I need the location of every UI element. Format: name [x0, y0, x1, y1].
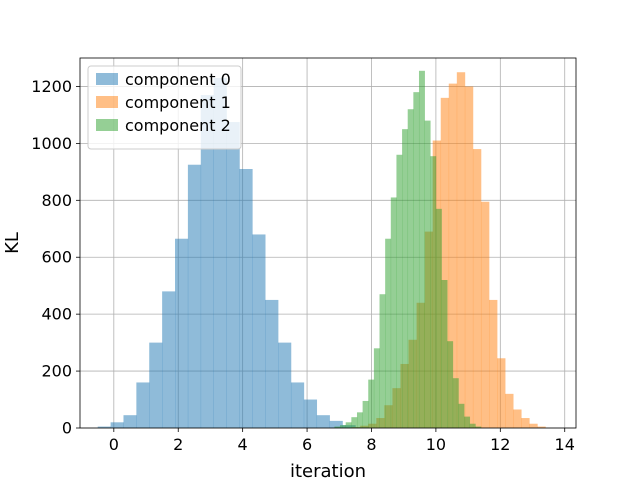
legend-box [87, 65, 242, 150]
histogram-bar [464, 416, 471, 428]
histogram-bar [529, 423, 538, 428]
legend-swatch [96, 73, 118, 85]
histogram-bar [149, 342, 163, 428]
histogram-bar [340, 425, 347, 428]
series-0-bars [97, 77, 369, 429]
histogram-bar [413, 92, 420, 429]
x-tick-label: 2 [173, 435, 183, 454]
histogram-bar [480, 201, 490, 428]
histogram-bar [448, 83, 458, 428]
histogram-bars [97, 70, 546, 429]
y-tick-label: 400 [41, 305, 72, 324]
histogram-bar [379, 294, 386, 428]
histogram-bar [373, 348, 380, 428]
y-axis-label: KL [2, 232, 23, 254]
legend-swatch [96, 119, 118, 131]
histogram-bar [334, 426, 341, 428]
x-tick-label: 10 [426, 435, 446, 454]
histogram-bar [213, 77, 227, 428]
x-tick-label: 4 [238, 435, 248, 454]
y-tick-label: 200 [41, 362, 72, 381]
histogram-bar [464, 86, 474, 428]
histogram-bar [402, 129, 409, 428]
histogram-bar [390, 197, 397, 428]
histogram-bar [290, 382, 305, 428]
histogram-bar [396, 154, 403, 428]
y-tick-label: 800 [41, 191, 72, 210]
histogram-bar [497, 358, 506, 428]
x-tick-label: 12 [490, 435, 510, 454]
plot-area-frame [79, 57, 577, 429]
histogram-bar [452, 378, 459, 428]
histogram-bar [316, 415, 330, 428]
histogram-bar [424, 120, 431, 428]
histogram-bar [136, 382, 150, 428]
legend-label: component 0 [125, 70, 231, 89]
legend: component 0 component 1 component 2 [87, 65, 242, 150]
y-tick-label: 1000 [31, 134, 72, 153]
histogram-bar [430, 156, 437, 428]
histogram-bar [187, 164, 202, 428]
histogram-bar [456, 72, 466, 428]
legend-label: component 1 [125, 93, 231, 112]
histogram-bar [447, 341, 454, 428]
histogram-bar [265, 299, 279, 428]
histogram-bar [435, 208, 442, 428]
y-tick-label: 1200 [31, 77, 72, 96]
histogram-bar [521, 418, 530, 428]
histogram-bar [469, 423, 476, 428]
x-tick-label: 0 [109, 435, 119, 454]
histogram-bar [475, 426, 482, 428]
histogram-bar [123, 415, 137, 428]
x-tick-label: 6 [302, 435, 312, 454]
histogram-bar [162, 291, 176, 428]
histogram-bar [537, 426, 546, 428]
histogram-bar [252, 234, 266, 428]
histogram-bar [200, 95, 214, 428]
histogram-bar [303, 399, 318, 428]
legend-swatch [96, 96, 118, 108]
histogram-bar [458, 403, 465, 428]
histogram-bar [513, 409, 522, 428]
legend-label: component 2 [125, 116, 231, 135]
histogram-bar [351, 417, 358, 428]
histogram-bar [489, 299, 498, 428]
histogram-bar [278, 342, 292, 428]
x-axis-label: iteration [290, 461, 366, 480]
histogram-bar [472, 149, 482, 429]
histogram-bar [356, 412, 363, 428]
histogram-bar [368, 379, 375, 428]
series-2-bars [334, 70, 482, 429]
x-tick-label: 14 [555, 435, 575, 454]
y-tick-label: 0 [62, 419, 72, 438]
histogram-bar [345, 422, 352, 428]
histogram-bar [441, 280, 448, 428]
histogram-bar [226, 122, 240, 429]
y-tick-label: 600 [41, 248, 72, 267]
histogram-bar [505, 393, 514, 428]
histogram-bar [175, 238, 189, 428]
histogram-bar [418, 70, 425, 429]
histogram-bar [239, 169, 253, 428]
axis-ticks: 0 2 4 6 8 10 12 14 0 200 400 600 800 1000 1200 [31, 77, 575, 454]
histogram-bar [362, 400, 369, 428]
histogram-bar [329, 420, 343, 428]
histogram-bar [407, 109, 414, 428]
histogram-bar [97, 426, 111, 428]
histogram-bar [110, 422, 124, 428]
x-tick-label: 8 [366, 435, 376, 454]
histogram-bar [385, 238, 392, 428]
histogram-bar [440, 97, 450, 428]
